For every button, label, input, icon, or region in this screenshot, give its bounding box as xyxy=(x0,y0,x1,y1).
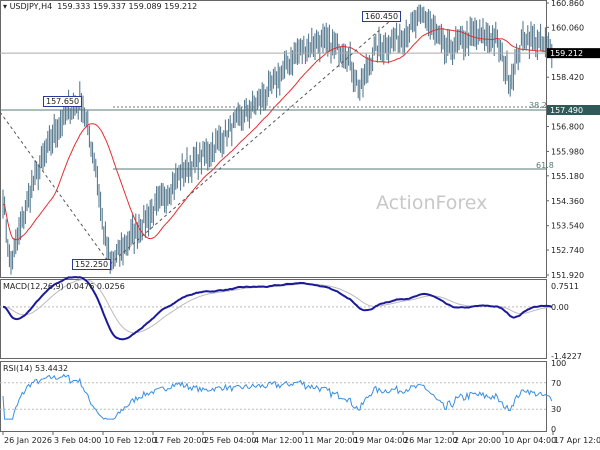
rsi-tick: 30 xyxy=(551,405,561,414)
current-price-box xyxy=(547,48,600,59)
price-tick: 155.180 xyxy=(551,172,584,181)
fib-618-label: 61.8 xyxy=(536,161,554,170)
time-tick: 10 Feb 12:00 xyxy=(104,436,156,445)
panel-frame-0 xyxy=(0,0,547,278)
time-tick: 25 Feb 04:00 xyxy=(204,436,256,445)
price-tick: 158.420 xyxy=(551,73,584,82)
panel-frame-1 xyxy=(0,279,547,359)
macd-tick: 0.7511 xyxy=(551,282,579,291)
high-label: 160.450 xyxy=(362,11,402,22)
price-tick: 153.540 xyxy=(551,222,584,231)
symbol-label: USDJPY,H4 xyxy=(9,2,53,11)
macd-tick: -1.4227 xyxy=(551,352,582,361)
macd-tick: 0.00 xyxy=(551,303,569,312)
macd-title: MACD(12,26,9) 0.0476 0.0256 xyxy=(3,282,125,291)
chart-header: ▾ USDJPY,H4 159.333 159.337 159.089 159.… xyxy=(3,2,198,11)
price-tick: 154.360 xyxy=(551,197,584,206)
time-tick: 11 Mar 20:00 xyxy=(304,436,357,445)
price-tick: 152.740 xyxy=(551,246,584,255)
rsi-tick: 100 xyxy=(551,359,566,368)
time-tick: 10 Apr 04:00 xyxy=(504,436,556,445)
time-tick: 26 Mar 12:00 xyxy=(404,436,457,445)
rsi-tick: 70 xyxy=(551,379,561,388)
panel-frame-2 xyxy=(0,361,547,432)
trend-line-up xyxy=(109,13,399,265)
fib-price-box xyxy=(547,105,600,115)
low-label: 152.250 xyxy=(72,259,112,270)
price-tick: 151.920 xyxy=(551,271,584,280)
fib-382-label: 38.2 xyxy=(529,101,547,110)
price-tick: 160.060 xyxy=(551,23,584,32)
fib-price-label: 157.490 xyxy=(550,106,583,115)
price-tick: 156.800 xyxy=(551,123,584,132)
time-tick: 4 Mar 12:00 xyxy=(254,436,302,445)
moving-average-line xyxy=(2,28,552,241)
time-tick: 26 Jan 2026 xyxy=(4,436,52,445)
watermark: ActionForex xyxy=(376,192,488,214)
rsi-title: RSI(14) 53.4432 xyxy=(3,364,69,373)
trend-line-down xyxy=(0,111,111,265)
ohlc-readout: 159.333 159.337 159.089 159.212 xyxy=(57,2,198,11)
rsi-line xyxy=(2,373,553,420)
time-tick: 19 Mar 04:00 xyxy=(354,436,407,445)
current-price-label: 159.212 xyxy=(550,49,583,58)
swing-high-label: 157.650 xyxy=(43,96,83,107)
price-tick: 155.980 xyxy=(551,147,584,156)
price-tick: 160.860 xyxy=(551,0,584,8)
time-tick: 3 Feb 04:00 xyxy=(54,436,101,445)
macd-line xyxy=(2,276,553,341)
rsi-tick: 0 xyxy=(551,425,556,434)
time-tick: 2 Apr 20:00 xyxy=(454,436,501,445)
time-tick: 17 Apr 12:00 xyxy=(554,436,600,445)
time-tick: 17 Feb 20:00 xyxy=(154,436,206,445)
